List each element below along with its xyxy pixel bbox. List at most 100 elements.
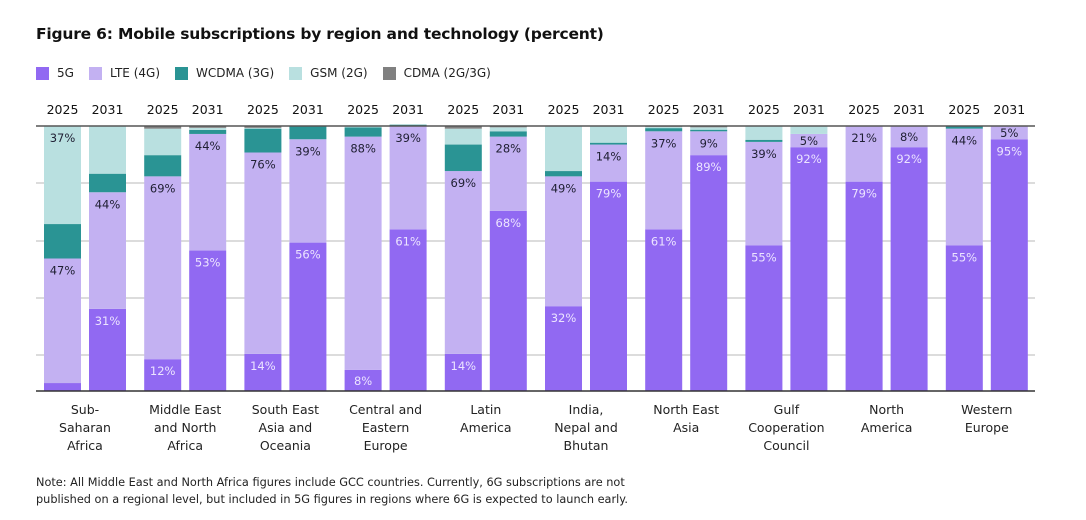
- legend-label-5g: 5G: [57, 66, 74, 80]
- bar-segment-gsm: [545, 126, 582, 172]
- category-label: North East: [653, 402, 719, 417]
- bar-segment-gsm: [189, 127, 227, 130]
- legend-swatch-wcdma: [175, 66, 188, 80]
- data-label-lte: 44%: [195, 139, 221, 153]
- bar-segment-5g: [690, 155, 728, 391]
- category-label: Saharan: [59, 420, 111, 435]
- bar-segment-gsm: [745, 126, 783, 140]
- legend-label-wcdma: WCDMA (3G): [196, 66, 275, 80]
- data-label-5g: 61%: [395, 234, 421, 248]
- bar-segment-gsm: [44, 126, 81, 225]
- data-label-lte: 5%: [1000, 126, 1018, 140]
- bar-segment-wcdma: [489, 131, 527, 137]
- year-label: 2031: [793, 102, 825, 117]
- category-label: Africa: [167, 438, 203, 453]
- bar-segment-lte: [790, 133, 828, 148]
- category-label: America: [460, 420, 512, 435]
- data-label-lte: 47%: [50, 264, 76, 278]
- data-label-lte: 37%: [651, 136, 677, 150]
- legend-swatch-5g: [36, 66, 49, 80]
- category-label: South East: [252, 402, 319, 417]
- bar-segment-wcdma: [545, 171, 582, 177]
- category-label: America: [861, 420, 913, 435]
- year-label: 2025: [748, 102, 780, 117]
- bar-segment-lte: [189, 133, 227, 251]
- bar-segment-lte: [845, 126, 883, 182]
- bar-segment-wcdma: [244, 128, 282, 153]
- year-label: 2031: [893, 102, 925, 117]
- bar-segment-wcdma: [690, 129, 728, 132]
- year-label: 2031: [392, 102, 424, 117]
- year-label: 2025: [147, 102, 179, 117]
- bar-segment-lte: [945, 128, 983, 246]
- year-label: 2031: [192, 102, 224, 117]
- bar-segment-wcdma: [89, 173, 126, 193]
- bar-segment-5g: [890, 147, 928, 391]
- legend-item-5g: 5G: [36, 66, 74, 80]
- bar-segment-5g: [745, 245, 783, 391]
- bar-segment-lte: [545, 176, 582, 307]
- year-label: 2025: [648, 102, 680, 117]
- category-label: Council: [763, 438, 809, 453]
- data-label-5g: 32%: [551, 311, 577, 325]
- data-label-5g: 12%: [150, 364, 176, 378]
- legend-label-cdma: CDMA (2G/3G): [403, 66, 491, 80]
- year-label: 2031: [292, 102, 324, 117]
- category-label: Asia and: [259, 420, 313, 435]
- bar-segment-5g: [545, 306, 582, 391]
- bar-segment-lte: [289, 139, 327, 243]
- bar-segment-wcdma: [144, 155, 182, 177]
- chart-title: Figure 6: Mobile subscriptions by region…: [36, 25, 604, 43]
- bar-segment-lte: [444, 171, 482, 354]
- bar-segment-5g: [289, 242, 327, 391]
- data-label-5g: 68%: [496, 216, 522, 230]
- bar-segment-lte: [890, 126, 928, 148]
- year-label: 2031: [92, 102, 124, 117]
- category-label: India,: [569, 402, 604, 417]
- category-label: Eastern: [362, 420, 410, 435]
- category-label: Europe: [364, 438, 408, 453]
- data-label-lte: 88%: [350, 142, 376, 156]
- data-label-lte: 69%: [150, 181, 176, 195]
- data-label-5g: 61%: [651, 234, 677, 248]
- data-label-lte: 39%: [295, 144, 321, 158]
- data-label-5g: 92%: [796, 152, 822, 166]
- data-label-lte: 5%: [800, 134, 818, 148]
- category-label: Europe: [965, 420, 1009, 435]
- bar-segment-5g: [244, 353, 282, 391]
- bar-segment-wcdma: [344, 127, 382, 137]
- bar-segment-wcdma: [444, 144, 482, 172]
- category-label: Middle East: [149, 402, 221, 417]
- bar-segment-wcdma: [289, 126, 327, 140]
- note-line-2: published on a regional level, but inclu…: [36, 493, 628, 506]
- bar-segment-gsm: [690, 127, 728, 130]
- data-label-lte: 44%: [95, 197, 121, 211]
- category-label: Bhutan: [564, 438, 609, 453]
- category-label: Nepal and: [554, 420, 618, 435]
- year-label: 2025: [247, 102, 279, 117]
- legend-label-lte: LTE (4G): [109, 66, 160, 80]
- bar-segment-5g: [44, 383, 81, 391]
- bar-segment-cdma: [244, 126, 282, 128]
- category-label: Cooperation: [748, 420, 824, 435]
- category-label: Gulf: [774, 402, 800, 417]
- bar-segment-5g: [344, 369, 382, 391]
- year-label: 2031: [993, 102, 1025, 117]
- bar-segment-wcdma: [189, 129, 227, 134]
- bar-segment-lte: [690, 131, 728, 156]
- bar-segment-gsm: [244, 127, 282, 129]
- data-label-5g: 79%: [596, 187, 622, 201]
- bar-segment-wcdma: [590, 142, 627, 145]
- legend-swatch-gsm: [289, 66, 303, 80]
- note-line-1: Note: All Middle East and North Africa f…: [36, 476, 625, 489]
- data-label-lte: 21%: [851, 131, 877, 145]
- category-label: North: [869, 402, 904, 417]
- data-label-5g: 14%: [250, 359, 276, 373]
- bar-segment-5g: [990, 139, 1028, 391]
- chart-note: Note: All Middle East and North Africa f…: [36, 474, 736, 508]
- data-label-lte: 76%: [250, 158, 276, 172]
- data-label-5g: 79%: [851, 187, 877, 201]
- data-label-lte: 8%: [900, 130, 918, 144]
- data-label-lte: 14%: [596, 150, 622, 164]
- year-label: 2031: [492, 102, 524, 117]
